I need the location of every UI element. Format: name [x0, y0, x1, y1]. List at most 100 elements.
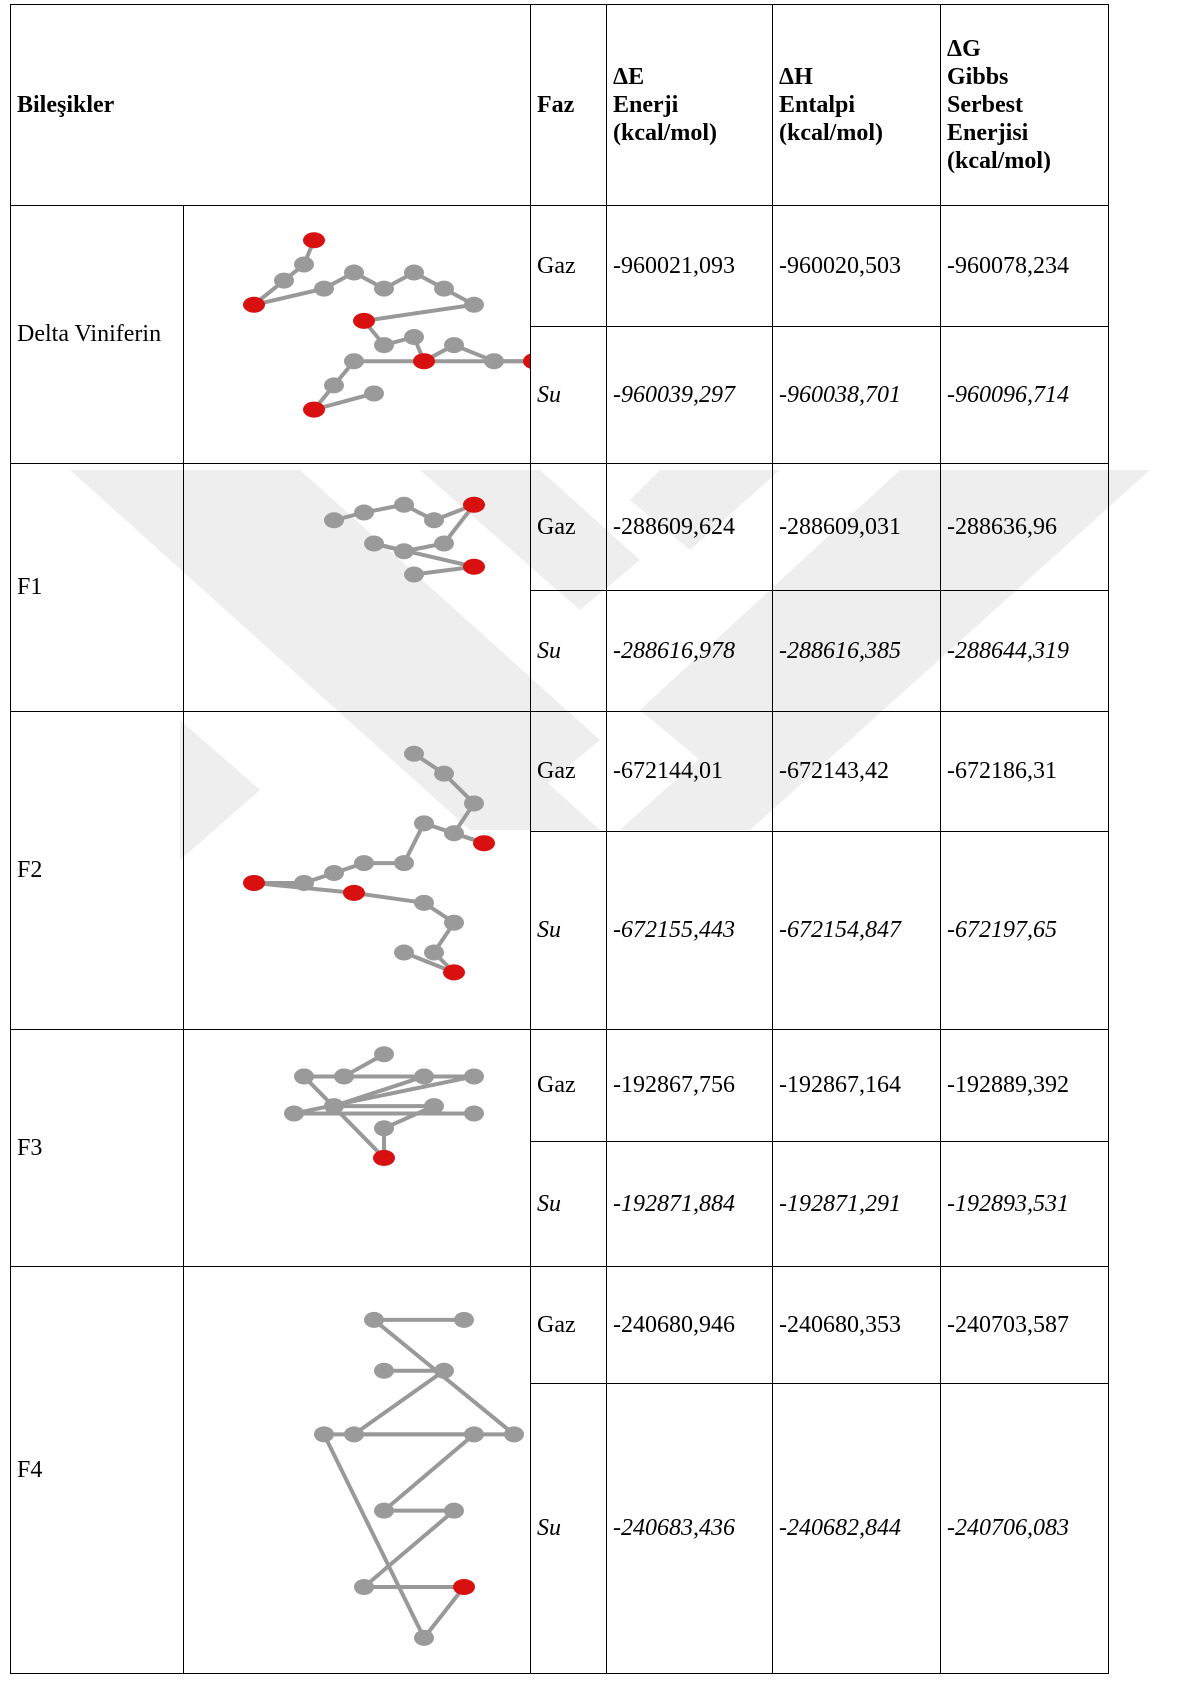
header-line: Enerji	[613, 91, 766, 119]
atom	[443, 964, 465, 980]
atom	[434, 765, 454, 781]
atom	[334, 1068, 354, 1084]
atom	[414, 1068, 434, 1084]
header-line: (kcal/mol)	[613, 119, 766, 147]
atom	[354, 855, 374, 871]
energy-value: -960078,234	[941, 206, 1109, 327]
atom	[294, 256, 314, 272]
header-line: ΔH	[779, 63, 934, 91]
atom	[324, 377, 344, 393]
energy-value: -288616,978	[607, 591, 773, 712]
atom	[374, 1120, 394, 1136]
energy-value: -192889,392	[941, 1030, 1109, 1142]
atom	[364, 535, 384, 551]
atom	[373, 1149, 395, 1165]
atom	[364, 1311, 384, 1327]
phase: Gaz	[531, 1267, 607, 1384]
atom	[303, 232, 325, 248]
molecule-cell	[184, 206, 531, 464]
energy-value: -192867,756	[607, 1030, 773, 1142]
atom	[314, 1426, 334, 1442]
atom	[413, 353, 435, 369]
atom	[424, 944, 444, 960]
energy-value: -288616,385	[773, 591, 941, 712]
phase: Su	[531, 591, 607, 712]
atom	[354, 1578, 374, 1594]
phase: Su	[531, 1384, 607, 1674]
atom	[303, 401, 325, 417]
atom	[424, 512, 444, 528]
table-row: F4Gaz-240680,946-240680,353-240703,587	[11, 1267, 1109, 1384]
phase: Gaz	[531, 712, 607, 832]
atom	[353, 312, 375, 328]
page: BileşiklerFazΔEEnerji(kcal/mol)ΔHEntalpi…	[0, 0, 1201, 1695]
atom	[464, 1068, 484, 1084]
energy-value: -672154,847	[773, 832, 941, 1030]
atom	[444, 914, 464, 930]
atom	[343, 884, 365, 900]
molecule	[184, 208, 530, 462]
atom	[464, 1105, 484, 1121]
atom	[394, 944, 414, 960]
atom	[374, 1502, 394, 1518]
energy-value: -960039,297	[607, 327, 773, 464]
atom	[454, 1311, 474, 1327]
compound-name: F2	[11, 712, 184, 1030]
molecule	[184, 1269, 530, 1672]
energy-value: -288609,624	[607, 464, 773, 591]
atom	[444, 825, 464, 841]
atom	[324, 512, 344, 528]
energy-value: -240703,587	[941, 1267, 1109, 1384]
header-line: Serbest	[947, 91, 1102, 119]
bond	[384, 1434, 474, 1510]
atom	[374, 1362, 394, 1378]
energy-value: -240682,844	[773, 1384, 941, 1674]
atom	[444, 337, 464, 353]
atom	[464, 795, 484, 811]
atom	[284, 1105, 304, 1121]
atom	[243, 296, 265, 312]
atom	[294, 874, 314, 890]
atom	[324, 1098, 344, 1114]
atom	[274, 272, 294, 288]
atom	[504, 1426, 524, 1442]
atom	[374, 337, 394, 353]
header-line: Faz	[537, 91, 600, 119]
energy-value: -672144,01	[607, 712, 773, 832]
bond	[424, 1586, 464, 1637]
atom	[434, 1362, 454, 1378]
energy-value: -192871,291	[773, 1142, 941, 1267]
molecule	[184, 1032, 530, 1265]
energy-value: -960021,093	[607, 206, 773, 327]
table-row: F2Gaz-672144,01-672143,42-672186,31	[11, 712, 1109, 832]
atom	[344, 264, 364, 280]
atom	[294, 1068, 314, 1084]
atom	[484, 353, 504, 369]
atom	[404, 566, 424, 582]
header-line: (kcal/mol)	[779, 119, 934, 147]
atom	[424, 1098, 444, 1114]
phase: Gaz	[531, 206, 607, 327]
energy-value: -672197,65	[941, 832, 1109, 1030]
molecule-cell	[184, 1267, 531, 1674]
molecule-cell	[184, 464, 531, 712]
energy-value: -240680,946	[607, 1267, 773, 1384]
energy-value: -960096,714	[941, 327, 1109, 464]
energy-value: -288644,319	[941, 591, 1109, 712]
bond	[324, 1434, 424, 1638]
atom	[523, 353, 530, 369]
phase: Su	[531, 1142, 607, 1267]
energy-value: -288636,96	[941, 464, 1109, 591]
energy-value: -240680,353	[773, 1267, 941, 1384]
header-cell: Bileşikler	[11, 5, 531, 206]
molecule	[184, 714, 530, 1028]
compound-name: F4	[11, 1267, 184, 1674]
atom	[414, 1629, 434, 1645]
atom	[414, 894, 434, 910]
atom	[314, 280, 334, 296]
energy-value: -192871,884	[607, 1142, 773, 1267]
energy-value: -672155,443	[607, 832, 773, 1030]
header-line: ΔE	[613, 63, 766, 91]
